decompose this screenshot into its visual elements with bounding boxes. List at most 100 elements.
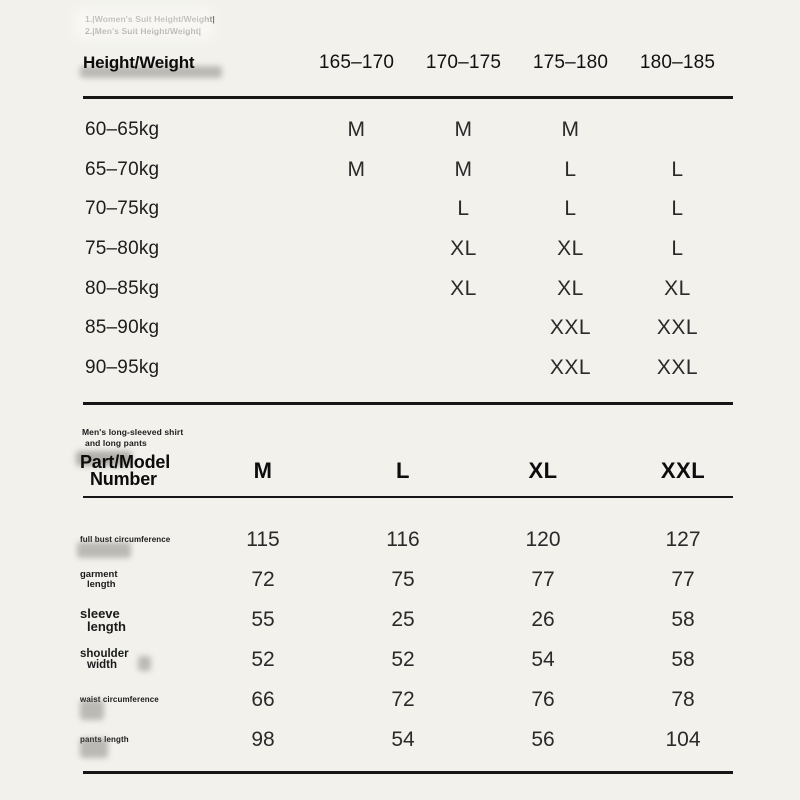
size-cell: M [454,117,473,141]
size-cell: L [564,157,577,181]
size-cell: L [671,157,684,181]
table-row: full bust circumference 115 116 120 127 [80,520,753,560]
size-cell: L [457,197,470,221]
size-cell: M [347,117,366,141]
measurement-value: 56 [531,728,555,751]
measurement-value: 127 [665,528,701,551]
table-row: waist circumference 66 72 76 78 [80,680,753,720]
blurred-text [77,542,131,558]
table-row: 60–65kg M M M [83,110,733,150]
size-cell: XL [450,236,477,260]
size-cell: XL [557,276,584,300]
divider-line [83,402,733,405]
blurred-text [138,656,151,671]
size-cell: L [671,197,684,221]
measurement-value: 120 [525,528,561,551]
measurement-value: 66 [251,688,275,711]
measurement-value: 76 [531,688,555,711]
size-column-header: L [396,458,410,483]
blurred-text [80,738,108,758]
table-row: sleeve length 55 25 26 58 [80,600,753,640]
measurement-value: 72 [391,688,415,711]
size-cell: M [561,117,580,141]
blurred-text [80,66,222,78]
measurement-value: 116 [386,528,420,551]
height-column-header: 175–180 [532,52,609,73]
measurement-value: 104 [665,728,701,751]
size-cell: M [347,157,366,181]
divider-line [83,771,733,774]
size-cell: XXL [549,316,592,340]
measurement-label: sleeve length [80,606,126,634]
weight-range-label: 65–70kg [85,158,160,180]
weight-range-label: 75–80kg [85,237,160,259]
weight-range-label: 85–90kg [85,317,160,339]
size-cell: XXL [656,355,699,379]
title-line: Number [90,469,157,489]
measurement-value: 98 [251,728,275,751]
table-row: 80–85kg XL XL XL [83,269,733,309]
measurement-value: 52 [391,648,415,671]
blurred-text [76,451,132,466]
measurement-chart-body: full bust circumference 115 116 120 127 … [80,520,753,760]
measurement-value: 77 [671,568,695,591]
measurement-value: 58 [671,608,695,631]
measurement-value: 54 [531,648,555,671]
measurement-label: pants length [80,734,129,744]
weight-range-label: 80–85kg [85,277,160,299]
note-line: and long pants [85,438,147,448]
measurement-value: 58 [671,648,695,671]
measurement-value: 55 [251,608,275,631]
measurement-label: full bust circumference [80,534,171,544]
size-chart-header-row: Height/Weight 165–170 170–175 175–180 18… [83,42,733,74]
measurement-label: waist circumference [80,694,159,704]
measurement-chart-note: Men's long-sleeved shirt and long pants [82,427,183,449]
white-smudge [74,8,214,40]
table-row: pants length 98 54 56 104 [80,720,753,760]
measurement-value: 77 [531,568,555,591]
measurement-chart-title: Part/Model Number [80,452,193,489]
height-column-header: 170–175 [425,52,502,73]
weight-range-label: 70–75kg [85,198,160,220]
size-cell: XL [557,236,584,260]
table-row: 85–90kg XXL XXL [83,308,733,348]
blurred-text [80,700,104,720]
size-chart-title: Height/Weight [83,53,195,72]
measurement-value: 52 [251,648,275,671]
table-row: 65–70kg M M L L [83,150,733,190]
table-row: 75–80kg XL XL L [83,229,733,269]
size-cell: XXL [549,355,592,379]
measurement-value: 115 [246,528,280,551]
table-row: 90–95kg XXL XXL [83,348,733,388]
height-column-header: 165–170 [318,52,395,73]
weight-range-label: 90–95kg [85,356,160,378]
table-row: garment length 72 75 77 77 [80,560,753,600]
measurement-value: 54 [391,728,415,751]
measurement-value: 26 [531,608,555,631]
measurement-value: 72 [251,568,275,591]
size-column-header: XL [528,458,558,483]
measurement-value: 78 [671,688,695,711]
divider-line [83,496,733,498]
size-cell: XXL [656,316,699,340]
table-row: shoulder width 52 52 54 58 [80,640,753,680]
table-row: 70–75kg L L L [83,189,733,229]
weight-range-label: 60–65kg [85,118,160,140]
measurement-label: garment length [80,569,118,590]
height-column-header: 180–185 [639,52,716,73]
divider-line [83,96,733,99]
size-column-header: M [253,458,273,483]
size-cell: L [671,236,684,260]
size-column-header: XXL [660,458,706,483]
measurement-value: 75 [391,568,415,591]
size-cell: M [454,157,473,181]
measurement-label: shoulder width [80,647,129,671]
title-line: Part/Model [80,452,171,472]
size-cell: L [564,197,577,221]
size-cell: XL [450,276,477,300]
measurement-value: 25 [391,608,415,631]
measurement-header-row: Part/Model Number M L XL XXL [80,448,753,494]
size-cell: XL [664,276,691,300]
size-chart-body: 60–65kg M M M 65–70kg M M L L 70–75kg L … [83,110,733,388]
note-line: Men's long-sleeved shirt [82,427,184,437]
